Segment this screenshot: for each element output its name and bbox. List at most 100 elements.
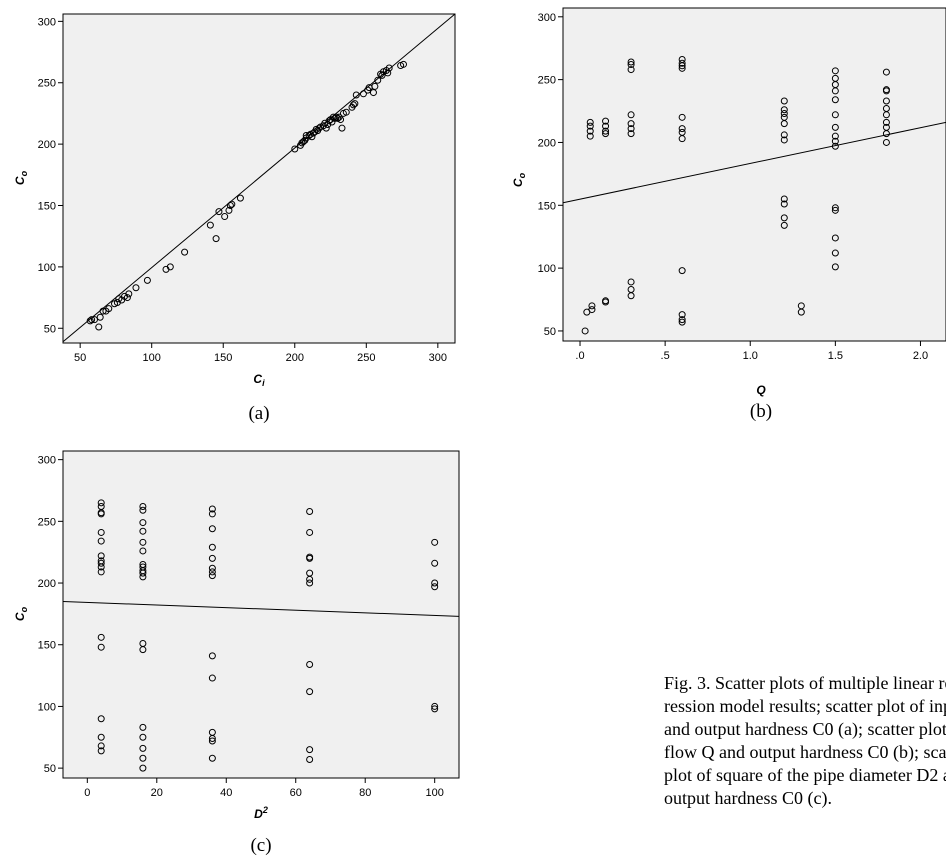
data-point-a [359,90,367,98]
y-tick-label-a: 50 [44,323,56,335]
y-tick-label-c: 250 [38,516,56,528]
y-tick-label-b: 100 [538,263,556,275]
data-point-c [97,557,105,565]
x-axis-label-a: Ci [253,372,265,388]
data-point-b [780,110,788,118]
data-point-a [212,235,220,243]
data-point-b [780,221,788,229]
data-point-a [399,60,407,68]
data-point-b [780,214,788,222]
data-point-c [208,510,216,518]
data-point-b [627,61,635,69]
x-tick-label-b: .0 [575,350,584,362]
data-point-c [208,754,216,762]
data-point-a [371,82,379,90]
data-point-c [306,507,314,515]
data-point-c [431,583,439,591]
data-point-b [588,306,596,314]
data-point-a [378,71,386,79]
data-point-b [831,132,839,140]
data-point-a [349,101,357,109]
data-point-c [97,559,105,567]
y-tick-label-a: 100 [38,262,56,274]
data-point-b [586,122,594,130]
data-point-b [831,123,839,131]
data-point-c [139,754,147,762]
data-point-a [291,145,299,153]
data-point-b [882,123,890,131]
data-point-c [431,559,439,567]
data-point-a [132,284,140,292]
y-tick-label-b: 150 [538,200,556,212]
regression-line-c [62,601,460,617]
data-point-a [225,206,233,214]
data-point-b [678,125,686,133]
data-point-c [139,744,147,752]
x-tick-label-c: 80 [359,787,371,799]
data-point-c [208,564,216,572]
data-point-b [627,285,635,293]
caption-line: ression model results; scatter plot of i… [664,696,946,716]
x-tick-label-c: 0 [84,787,90,799]
y-tick-label-a: 150 [38,201,56,213]
data-point-a [228,200,236,208]
data-point-b [678,318,686,326]
data-point-b [882,68,890,76]
regression-line-b [562,121,946,204]
y-axis-a: 50 100 150 200 250 300 [38,16,63,335]
data-point-c [97,715,105,723]
caption-line: flow Q and output hardness C0 (b); scatt… [664,742,946,762]
data-point-a [337,116,345,124]
data-point-a [342,108,350,116]
data-point-c [208,554,216,562]
y-tick-label-b: 200 [538,137,556,149]
data-point-b [831,204,839,212]
x-tick-label-b: 1.0 [743,350,758,362]
data-point-a [166,263,174,271]
caption-line: plot of square of the pipe diameter D2 a… [664,765,946,785]
x-tick-label-b: .5 [661,350,670,362]
data-point-c [139,561,147,569]
data-point-c [431,702,439,710]
y-axis-label-b: Co [511,172,527,187]
y-tick-label-b: 50 [544,326,556,338]
data-point-c [306,569,314,577]
data-point-b [678,59,686,67]
data-point-a [88,316,96,324]
data-point-b [602,117,610,125]
data-point-c [97,747,105,755]
x-axis-c: 0 20 40 60 80 100 [84,778,444,799]
y-tick-label-b: 250 [538,75,556,87]
data-point-c [97,503,105,511]
data-point-b [678,64,686,72]
x-tick-label-c: 60 [290,787,302,799]
data-point-a [351,100,359,108]
x-tick-label-a: 250 [357,352,375,364]
caption-line: and output hardness C0 (a); scatter plot… [664,719,946,739]
data-point-b [678,316,686,324]
data-point-c [139,538,147,546]
data-point-c [139,547,147,555]
data-point-c [208,525,216,533]
panel-label-b: (b) [750,401,772,422]
data-point-b [581,327,589,335]
data-point-b [627,278,635,286]
x-axis-b: .0 .5 1.0 1.5 2.0 [575,341,928,362]
data-point-c [139,723,147,731]
y-tick-label-b: 300 [538,12,556,24]
figure-caption: Fig. 3. Scatter plots of multiple linear… [664,672,946,810]
data-point-c [97,633,105,641]
data-point-c [139,764,147,772]
plot-area-c [62,450,460,779]
data-point-a [86,317,94,325]
data-point-b [831,206,839,214]
data-point-a [96,313,104,321]
y-tick-label-c: 300 [38,455,56,467]
fit-line-c [62,601,460,617]
data-point-a [226,202,234,210]
data-point-b [780,106,788,114]
data-point-c [208,568,216,576]
y-axis-b: 50 100 150 200 250 300 [538,12,563,338]
points-a [86,60,407,331]
